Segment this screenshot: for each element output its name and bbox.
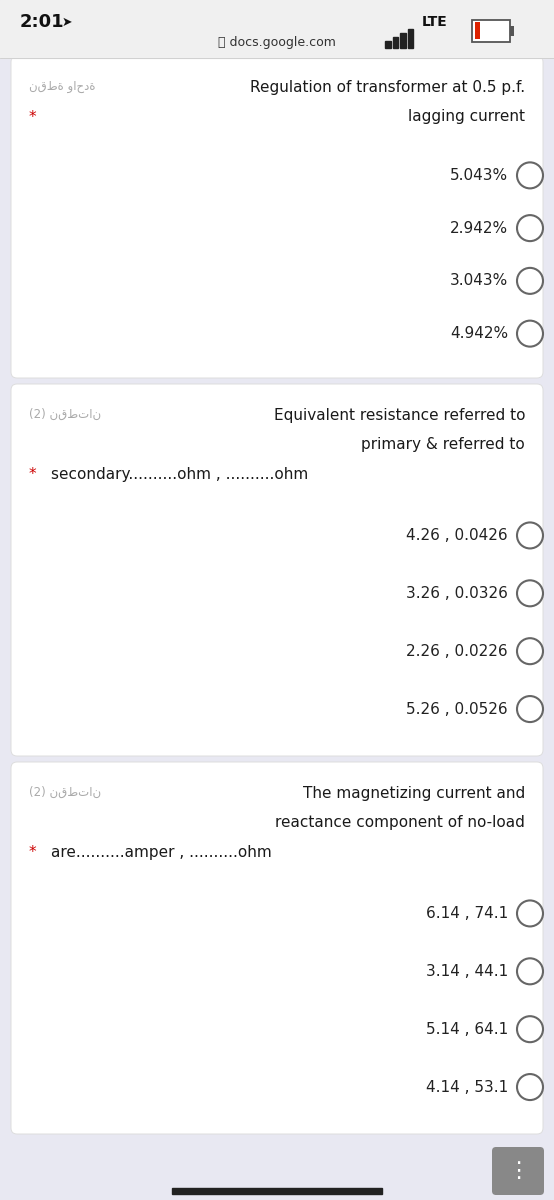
Text: 5.14 , 64.1: 5.14 , 64.1: [426, 1021, 508, 1037]
Text: 🔒 docs.google.com: 🔒 docs.google.com: [218, 36, 336, 49]
Text: The magnetizing current and: The magnetizing current and: [302, 786, 525, 800]
Text: 5.043%: 5.043%: [450, 168, 508, 182]
Text: 5.26 , 0.0526: 5.26 , 0.0526: [407, 702, 508, 716]
FancyBboxPatch shape: [492, 1147, 544, 1195]
Bar: [472, 19, 510, 42]
Bar: [400, 32, 406, 48]
Text: 2:01: 2:01: [20, 13, 65, 31]
Bar: [385, 41, 391, 48]
Text: 4.26 , 0.0426: 4.26 , 0.0426: [407, 528, 508, 542]
Text: 4.14 , 53.1: 4.14 , 53.1: [426, 1080, 508, 1094]
Text: نقطة واحدة: نقطة واحدة: [29, 80, 95, 92]
Text: 2.942%: 2.942%: [450, 221, 508, 235]
Text: *: *: [29, 845, 42, 860]
Text: ⋮: ⋮: [507, 1162, 529, 1181]
Bar: [0, 0, 554, 58]
Bar: [408, 29, 413, 48]
Text: 3.14 , 44.1: 3.14 , 44.1: [426, 964, 508, 979]
Text: primary & referred to: primary & referred to: [361, 438, 525, 452]
FancyBboxPatch shape: [11, 384, 543, 756]
Text: 4.942%: 4.942%: [450, 326, 508, 341]
Text: LTE: LTE: [422, 16, 448, 29]
Bar: [392, 37, 398, 48]
Text: Equivalent resistance referred to: Equivalent resistance referred to: [274, 408, 525, 422]
Bar: [510, 26, 514, 36]
Text: 6.14 , 74.1: 6.14 , 74.1: [426, 906, 508, 920]
Text: ➤: ➤: [62, 16, 73, 29]
Text: *: *: [29, 109, 42, 125]
Text: (2) نقطتان: (2) نقطتان: [29, 786, 101, 799]
Text: lagging current: lagging current: [408, 109, 525, 125]
Text: reactance component of no-load: reactance component of no-load: [275, 816, 525, 830]
Text: Regulation of transformer at 0.5 p.f.: Regulation of transformer at 0.5 p.f.: [250, 80, 525, 95]
FancyBboxPatch shape: [11, 762, 543, 1134]
Text: (2) نقطتان: (2) نقطتان: [29, 408, 101, 421]
FancyBboxPatch shape: [11, 56, 543, 378]
Text: 3.26 , 0.0326: 3.26 , 0.0326: [406, 586, 508, 601]
Text: *: *: [29, 467, 42, 482]
Text: secondary..........ohm , ..........ohm: secondary..........ohm , ..........ohm: [51, 467, 308, 482]
Text: are..........amper , ..........ohm: are..........amper , ..........ohm: [51, 845, 272, 860]
Bar: [172, 1188, 382, 1194]
Bar: [474, 23, 480, 40]
Text: 2.26 , 0.0226: 2.26 , 0.0226: [407, 643, 508, 659]
Text: 3.043%: 3.043%: [450, 274, 508, 288]
